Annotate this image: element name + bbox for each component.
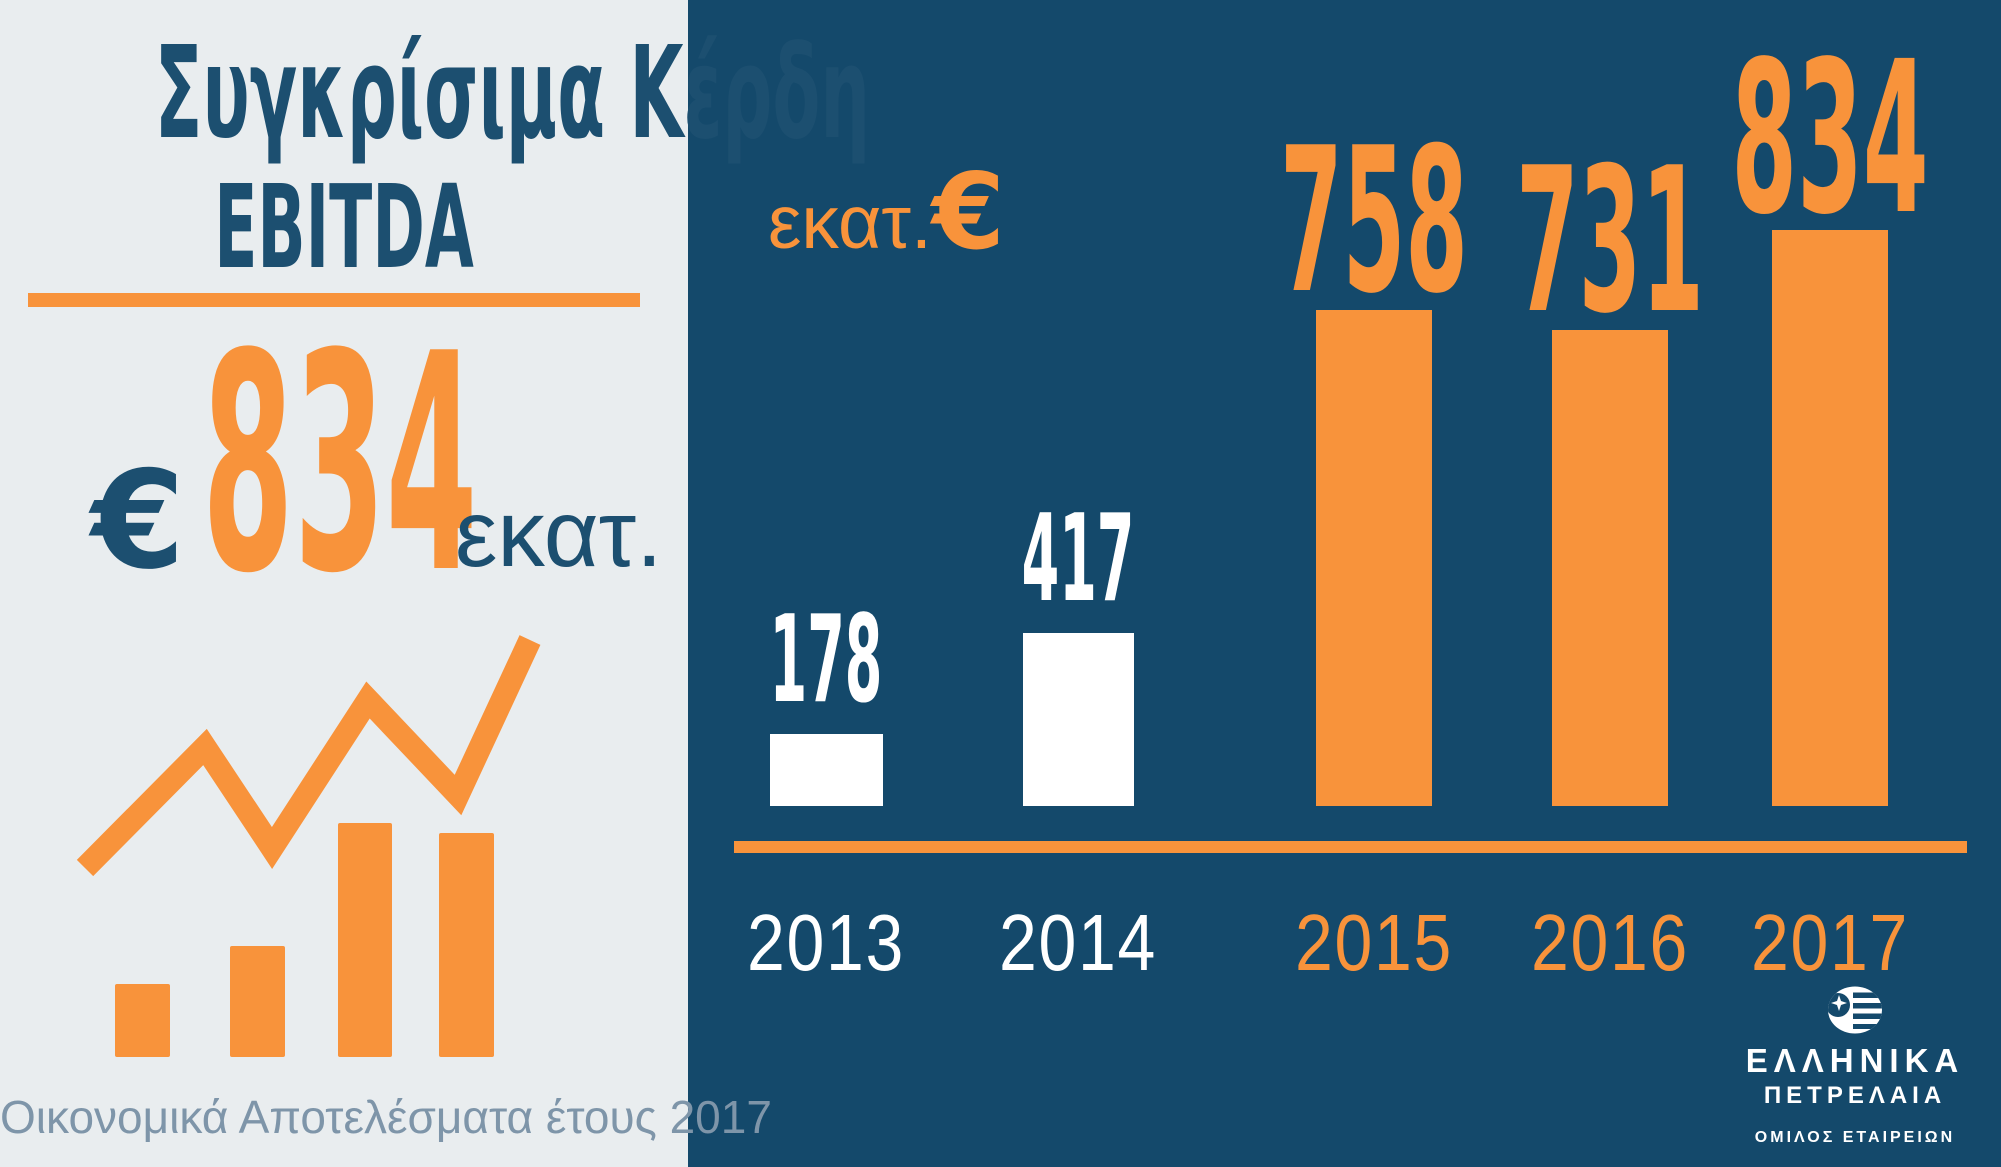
value-label-2016: 731 (1516, 125, 1704, 358)
mini-bar-3 (338, 823, 392, 1057)
value-label-2015: 758 (1280, 105, 1468, 338)
axis-unit-text: εκατ. (768, 180, 932, 264)
mini-bar-4 (439, 833, 494, 1057)
euro-symbol: € (931, 151, 1005, 273)
headline-unit: εκατ. (455, 481, 663, 587)
mini-bar-1 (115, 984, 170, 1057)
company-logo: ΕΛΛΗΝΙΚΑ ΠΕΤΡΕΛΑΙΑ ΟΜΙΛΟΣ ΕΤΑΙΡΕΙΩΝ (1738, 986, 1972, 1146)
axis-unit-label: εκατ.€ (768, 160, 1005, 265)
logo-company-name: ΕΛΛΗΝΙΚΑ (1745, 1042, 1965, 1079)
star-icon (1831, 995, 1847, 1011)
title-divider (28, 293, 640, 307)
trend-chart-graphic (76, 635, 541, 1057)
value-label-2017: 834 (1731, 16, 1929, 261)
headline-value: 834 (202, 290, 478, 639)
value-label-2013: 178 (769, 591, 883, 730)
year-label-2013: 2013 (746, 898, 906, 987)
bar-2017 (1772, 230, 1888, 806)
year-label-2015: 2015 (1294, 898, 1454, 987)
x-axis-line (734, 841, 1967, 853)
bar-2016 (1552, 330, 1668, 806)
logo-subtitle: ΟΜΙΛΟΣ ΕΤΑΙΡΕΙΩΝ (1754, 1129, 1956, 1146)
bar-2014 (1022, 633, 1134, 806)
title-line-2: EBITDA (214, 161, 474, 295)
bar-2015 (1316, 310, 1432, 806)
page-title: Συγκρίσιμα Κέρδη EBITDA (0, 19, 871, 295)
left-summary-panel: Συγκρίσιμα Κέρδη EBITDA € 834 εκατ. Οικο… (0, 0, 871, 1167)
bar-2013 (769, 734, 883, 806)
year-label-2014: 2014 (998, 898, 1158, 987)
trend-line-icon (76, 635, 541, 877)
headline-currency: € (91, 442, 185, 599)
year-label-2017: 2017 (1750, 898, 1910, 987)
logo-company-name-2: ΠΕΤΡΕΛΑΙΑ (1763, 1082, 1947, 1109)
year-label-2016: 2016 (1530, 898, 1690, 987)
title-line-1: Συγκρίσιμα Κέρδη (154, 19, 871, 167)
mini-bar-2 (230, 946, 285, 1057)
value-label-2014: 417 (1021, 490, 1135, 629)
globe-logo-icon (1828, 986, 1882, 1034)
footer-caption: Οικονομικά Αποτελέσματα έτους 2017 (0, 1091, 772, 1143)
